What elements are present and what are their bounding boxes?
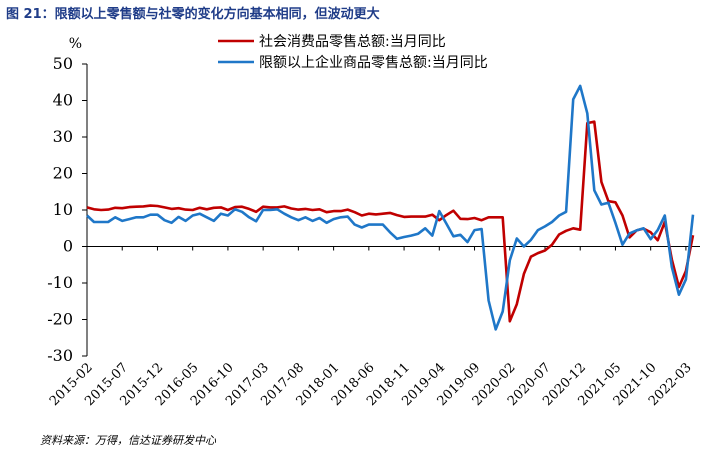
y-axis-unit: % — [69, 36, 82, 52]
x-axis-ticks: 2015-022015-072015-122016-052016-102017-… — [47, 246, 695, 409]
series-line-1 — [86, 120, 695, 323]
figure-title: 图 21：限额以上零售额与社零的变化方向基本相同，但波动更大 — [6, 7, 380, 22]
y-tick-label: -10 — [47, 273, 73, 292]
y-tick-label: 10 — [53, 200, 73, 219]
y-tick-label: 40 — [53, 91, 73, 110]
chart-axes — [86, 64, 700, 356]
y-tick-label: 30 — [53, 127, 73, 146]
y-tick-label: 50 — [53, 54, 73, 73]
y-tick-label: 20 — [53, 164, 73, 183]
y-tick-label: 0 — [63, 237, 73, 256]
series-lines — [86, 84, 695, 331]
y-tick-label: -30 — [47, 346, 73, 365]
legend-label-1: 社会消费品零售总额:当月同比 — [259, 34, 446, 50]
y-axis-ticks: 50 40 30 20 10 0 -10 -20 -30% — [47, 36, 87, 365]
source-note: 资料来源：万得，信达证券研发中心 — [40, 434, 216, 447]
legend-label-2: 限额以上企业商品零售总额:当月同比 — [259, 54, 488, 71]
series-line-2 — [86, 84, 695, 331]
y-tick-label: -20 — [47, 310, 73, 329]
